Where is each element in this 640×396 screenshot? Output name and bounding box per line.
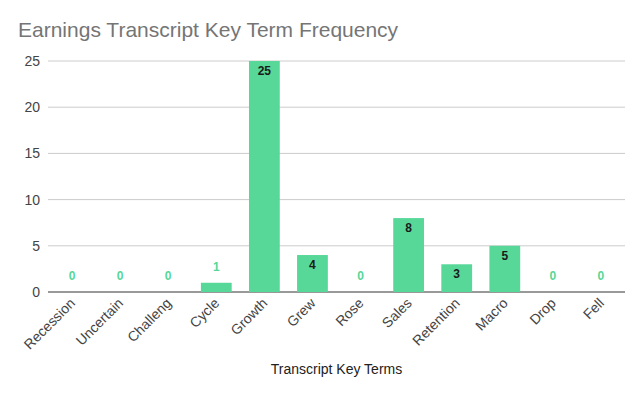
x-tick-label: Uncertain <box>73 295 127 349</box>
x-tick-label: Rose <box>332 295 367 330</box>
bars <box>201 61 520 292</box>
grid-line <box>48 107 625 108</box>
grid-line <box>48 245 625 246</box>
x-tick-label: Recession <box>21 295 79 353</box>
data-label: 0 <box>69 269 76 283</box>
bar <box>345 292 376 293</box>
bar <box>153 292 184 293</box>
title: Earnings Transcript Key Term Frequency <box>18 18 399 41</box>
x-tick-label: Growth <box>227 295 270 338</box>
bar <box>57 292 88 293</box>
data-label: 0 <box>117 269 124 283</box>
data-label: 25 <box>258 64 272 78</box>
bar <box>201 283 232 292</box>
bar <box>393 218 424 292</box>
x-tick-label: Challeng <box>124 295 174 345</box>
x-tick-label: Sales <box>379 295 415 331</box>
data-label: 0 <box>598 269 605 283</box>
grid-line <box>48 61 625 62</box>
grid-line <box>48 153 625 154</box>
data-label: 3 <box>453 267 460 281</box>
chart-container: Earnings Transcript Key Term Frequency 0 5… <box>0 0 640 396</box>
x-tick-label: Macro <box>472 295 511 334</box>
bar <box>297 255 328 292</box>
bar <box>537 292 568 293</box>
x-axis-title: Transcript Key Terms <box>271 361 402 377</box>
y-tick-label: 10 <box>24 192 40 208</box>
bar <box>249 61 280 292</box>
y-tick-label: 15 <box>24 145 40 161</box>
data-label: 0 <box>550 269 557 283</box>
bar <box>586 292 617 293</box>
y-tick-label: 0 <box>32 284 40 300</box>
x-tick-label: Fell <box>580 295 607 322</box>
x-tick-label: Grew <box>284 294 320 330</box>
data-label: 8 <box>405 221 412 235</box>
bar <box>441 264 472 292</box>
x-tick-label: Cycle <box>186 295 222 331</box>
grid-line <box>48 199 625 200</box>
y-tick-label: 20 <box>24 99 40 115</box>
data-label: 4 <box>309 258 316 272</box>
chart-svg: Earnings Transcript Key Term Frequency 0 5… <box>0 0 640 396</box>
y-tick-label: 5 <box>32 238 40 254</box>
data-label: 0 <box>165 269 172 283</box>
baseline <box>48 292 625 293</box>
y-tick-label: 25 <box>24 53 40 69</box>
data-label: 1 <box>213 260 220 274</box>
data-label: 0 <box>357 269 364 283</box>
x-tick-label: Drop <box>526 295 559 328</box>
data-label: 5 <box>501 249 508 263</box>
x-tick-label: Retention <box>409 295 463 349</box>
bar <box>489 246 520 292</box>
bar <box>105 292 136 293</box>
